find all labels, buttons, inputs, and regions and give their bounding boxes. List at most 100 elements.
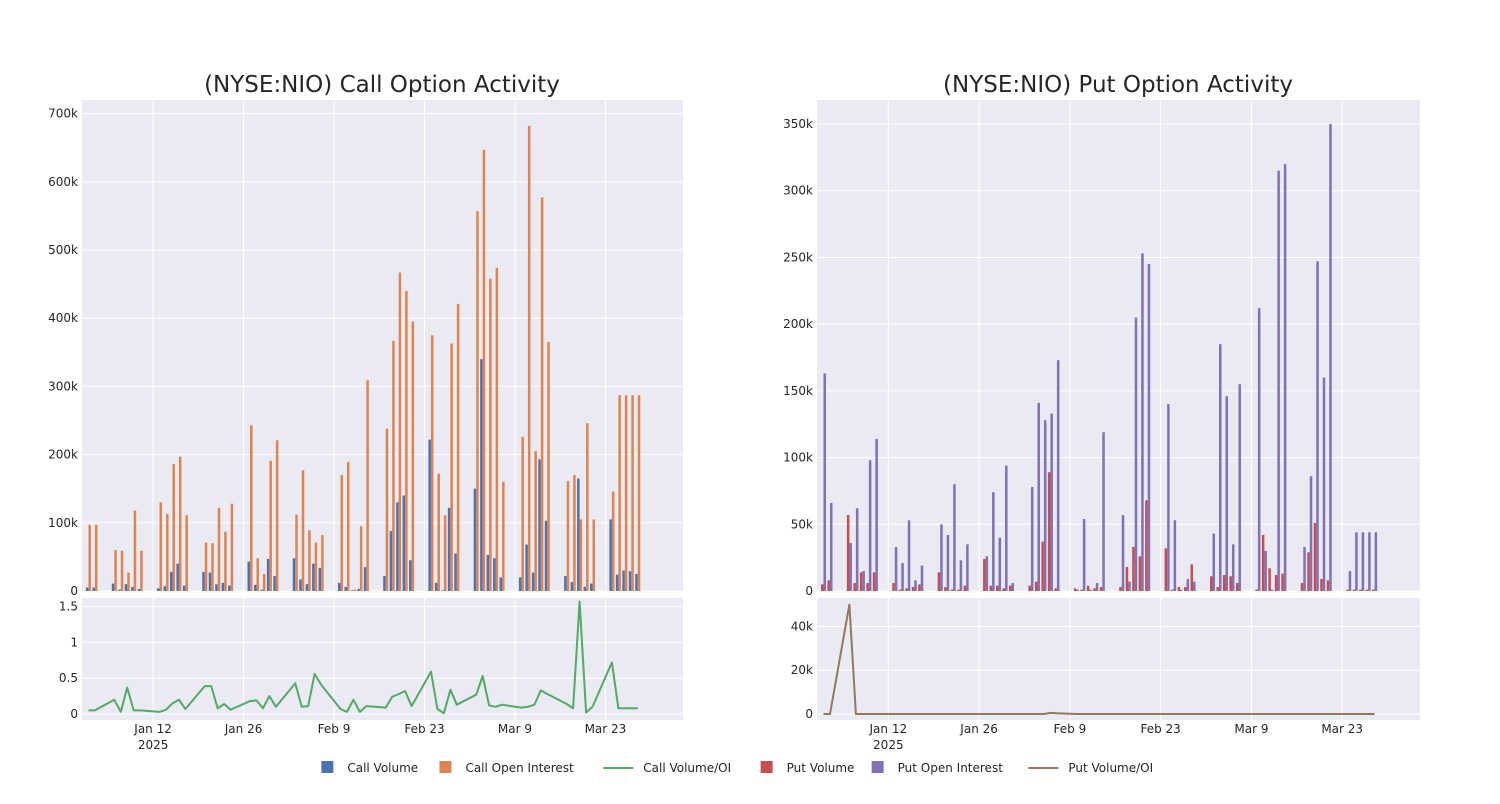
open-interest-bar	[166, 513, 169, 591]
open-interest-bar	[120, 550, 124, 591]
open-interest-bar	[159, 502, 163, 591]
volume-bar	[872, 572, 876, 591]
open-interest-bar	[855, 508, 859, 591]
x-tick-label: Feb 23	[404, 722, 444, 736]
volume-bar	[1235, 582, 1239, 591]
open-interest-bar	[1231, 544, 1235, 591]
volume-bar	[628, 571, 632, 591]
open-interest-bar	[566, 481, 570, 591]
open-interest-bar	[1134, 317, 1138, 591]
chart-title: (NYSE:NIO) Put Option Activity	[943, 72, 1293, 98]
open-interest-bar	[230, 503, 234, 591]
open-interest-bar	[1303, 546, 1306, 591]
volume-bar	[182, 585, 186, 591]
open-interest-bar	[1355, 532, 1358, 591]
open-interest-bar	[959, 560, 963, 591]
legend-swatch	[871, 761, 884, 773]
volume-bar	[544, 520, 548, 591]
volume-bar	[538, 459, 541, 591]
chart-legend: Call Volume Call Open Interest Call Volume…	[321, 761, 1153, 775]
ratio-y-tick-label: 0	[805, 707, 813, 721]
open-interest-bar	[1173, 520, 1177, 591]
x-tick-label: Mar 23	[585, 722, 627, 736]
open-interest-bar	[250, 425, 253, 591]
open-interest-bar	[321, 535, 324, 591]
legend-label: Call Volume/OI	[643, 761, 731, 775]
open-interest-bar	[140, 550, 143, 591]
open-interest-bar	[1186, 578, 1190, 591]
open-interest-bar	[502, 481, 505, 591]
open-interest-bar	[1361, 532, 1365, 591]
volume-bar	[1346, 589, 1349, 591]
open-interest-bar	[1089, 589, 1092, 591]
open-interest-bar	[953, 484, 956, 591]
open-interest-bar	[1076, 589, 1079, 591]
volume-bar	[820, 584, 824, 591]
volume-bar	[137, 588, 141, 591]
y-tick-label: 700k	[48, 107, 78, 121]
y-tick-label: 200k	[48, 448, 78, 462]
volume-bar	[1326, 580, 1330, 591]
open-interest-bar	[489, 278, 492, 591]
open-interest-bar	[527, 125, 531, 592]
volume-bar	[1365, 589, 1369, 591]
volume-bar	[428, 439, 431, 591]
volume-bar	[590, 583, 593, 591]
volume-bar	[1164, 548, 1168, 591]
open-interest-bar	[1270, 589, 1274, 591]
volume-bar	[396, 502, 399, 591]
volume-bar	[1119, 586, 1122, 591]
open-interest-bar	[914, 580, 917, 591]
x-tick-label: Jan 26	[224, 722, 263, 736]
open-interest-bar	[992, 492, 995, 591]
volume-bar	[957, 589, 960, 591]
volume-bar	[1008, 585, 1012, 591]
open-interest-bar	[94, 524, 98, 591]
volume-bar	[1125, 566, 1129, 591]
open-interest-bar	[495, 267, 499, 591]
volume-bar	[1320, 578, 1323, 591]
y-tick-label: 50k	[791, 517, 813, 531]
volume-bar	[622, 570, 625, 591]
volume-bar	[577, 478, 580, 591]
y-tick-label: 300k	[783, 184, 813, 198]
volume-bar	[1099, 586, 1103, 591]
open-interest-bar	[88, 524, 91, 591]
open-interest-bar	[1043, 420, 1047, 591]
volume-bar	[989, 585, 993, 591]
volume-bar	[1184, 586, 1187, 591]
ratio-y-tick-label: 40k	[791, 619, 813, 633]
open-interest-bar	[1102, 432, 1105, 591]
volume-bar	[635, 573, 638, 591]
legend-item: Put Volume	[760, 761, 854, 775]
open-interest-bar	[385, 428, 389, 591]
volume-bar	[273, 575, 276, 591]
open-interest-bar	[443, 515, 447, 591]
volume-bar	[609, 519, 612, 591]
open-interest-bar	[1322, 377, 1326, 591]
open-interest-bar	[392, 340, 395, 591]
ratio-y-tick-label: 1	[70, 635, 78, 649]
volume-bar	[1222, 574, 1226, 591]
open-interest-bar	[308, 530, 311, 591]
volume-bar	[344, 586, 347, 591]
volume-bar	[1054, 588, 1057, 591]
y-tick-label: 350k	[783, 117, 813, 131]
volume-bar	[447, 507, 451, 591]
volume-bar	[1229, 576, 1232, 591]
volume-bar	[853, 582, 856, 591]
volume-bar	[1138, 556, 1142, 591]
volume-bar	[486, 554, 490, 591]
open-interest-bar	[1219, 344, 1222, 591]
volume-bar	[898, 589, 902, 591]
volume-bar	[124, 584, 128, 591]
open-interest-bar	[405, 290, 408, 591]
x-tick-label: Jan 12	[869, 722, 908, 736]
open-interest-bar	[1011, 582, 1015, 591]
volume-bar	[434, 582, 438, 591]
x-tick-label: Feb 9	[318, 722, 351, 736]
x-tick-label: Mar 9	[498, 722, 532, 736]
open-interest-bar	[1329, 124, 1332, 592]
